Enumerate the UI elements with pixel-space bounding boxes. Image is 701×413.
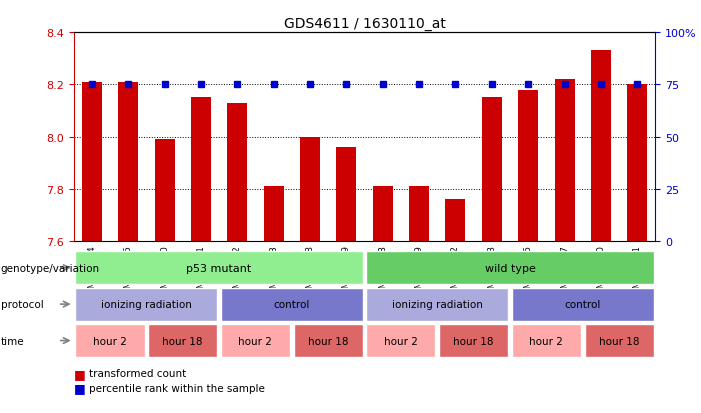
- Bar: [221, 288, 362, 321]
- Text: ■: ■: [74, 367, 86, 380]
- Bar: [585, 324, 653, 357]
- Text: p53 mutant: p53 mutant: [186, 263, 252, 273]
- Text: hour 2: hour 2: [529, 336, 564, 346]
- Bar: [373, 187, 393, 242]
- Bar: [294, 324, 362, 357]
- Text: hour 2: hour 2: [238, 336, 273, 346]
- Bar: [300, 138, 320, 242]
- Text: genotype/variation: genotype/variation: [1, 263, 100, 273]
- Bar: [439, 324, 508, 357]
- Text: control: control: [564, 299, 601, 309]
- Text: percentile rank within the sample: percentile rank within the sample: [89, 383, 265, 393]
- Bar: [512, 288, 653, 321]
- Text: ionizing radiation: ionizing radiation: [101, 299, 192, 309]
- Bar: [221, 324, 290, 357]
- Text: hour 2: hour 2: [384, 336, 418, 346]
- Bar: [591, 51, 611, 242]
- Text: hour 2: hour 2: [93, 336, 127, 346]
- Bar: [148, 324, 217, 357]
- Text: ■: ■: [74, 381, 86, 394]
- Bar: [627, 85, 647, 242]
- Bar: [367, 288, 508, 321]
- Bar: [191, 98, 211, 242]
- Text: wild type: wild type: [484, 263, 536, 273]
- Bar: [367, 324, 435, 357]
- Text: hour 18: hour 18: [308, 336, 348, 346]
- Bar: [76, 288, 217, 321]
- Text: hour 18: hour 18: [599, 336, 639, 346]
- Text: transformed count: transformed count: [89, 368, 186, 378]
- Bar: [264, 187, 284, 242]
- Text: hour 18: hour 18: [163, 336, 203, 346]
- Bar: [512, 324, 581, 357]
- Bar: [482, 98, 502, 242]
- Bar: [82, 83, 102, 242]
- Bar: [76, 324, 144, 357]
- Bar: [118, 83, 138, 242]
- Bar: [154, 140, 175, 242]
- Text: protocol: protocol: [1, 299, 43, 309]
- Title: GDS4611 / 1630110_at: GDS4611 / 1630110_at: [284, 17, 445, 31]
- Bar: [518, 90, 538, 242]
- Bar: [554, 80, 575, 242]
- Text: time: time: [1, 336, 25, 346]
- Bar: [445, 200, 465, 242]
- Bar: [409, 187, 429, 242]
- Bar: [367, 252, 653, 285]
- Bar: [227, 103, 247, 242]
- Text: hour 18: hour 18: [454, 336, 494, 346]
- Text: ionizing radiation: ionizing radiation: [392, 299, 483, 309]
- Text: control: control: [273, 299, 310, 309]
- Bar: [76, 252, 362, 285]
- Bar: [336, 148, 356, 242]
